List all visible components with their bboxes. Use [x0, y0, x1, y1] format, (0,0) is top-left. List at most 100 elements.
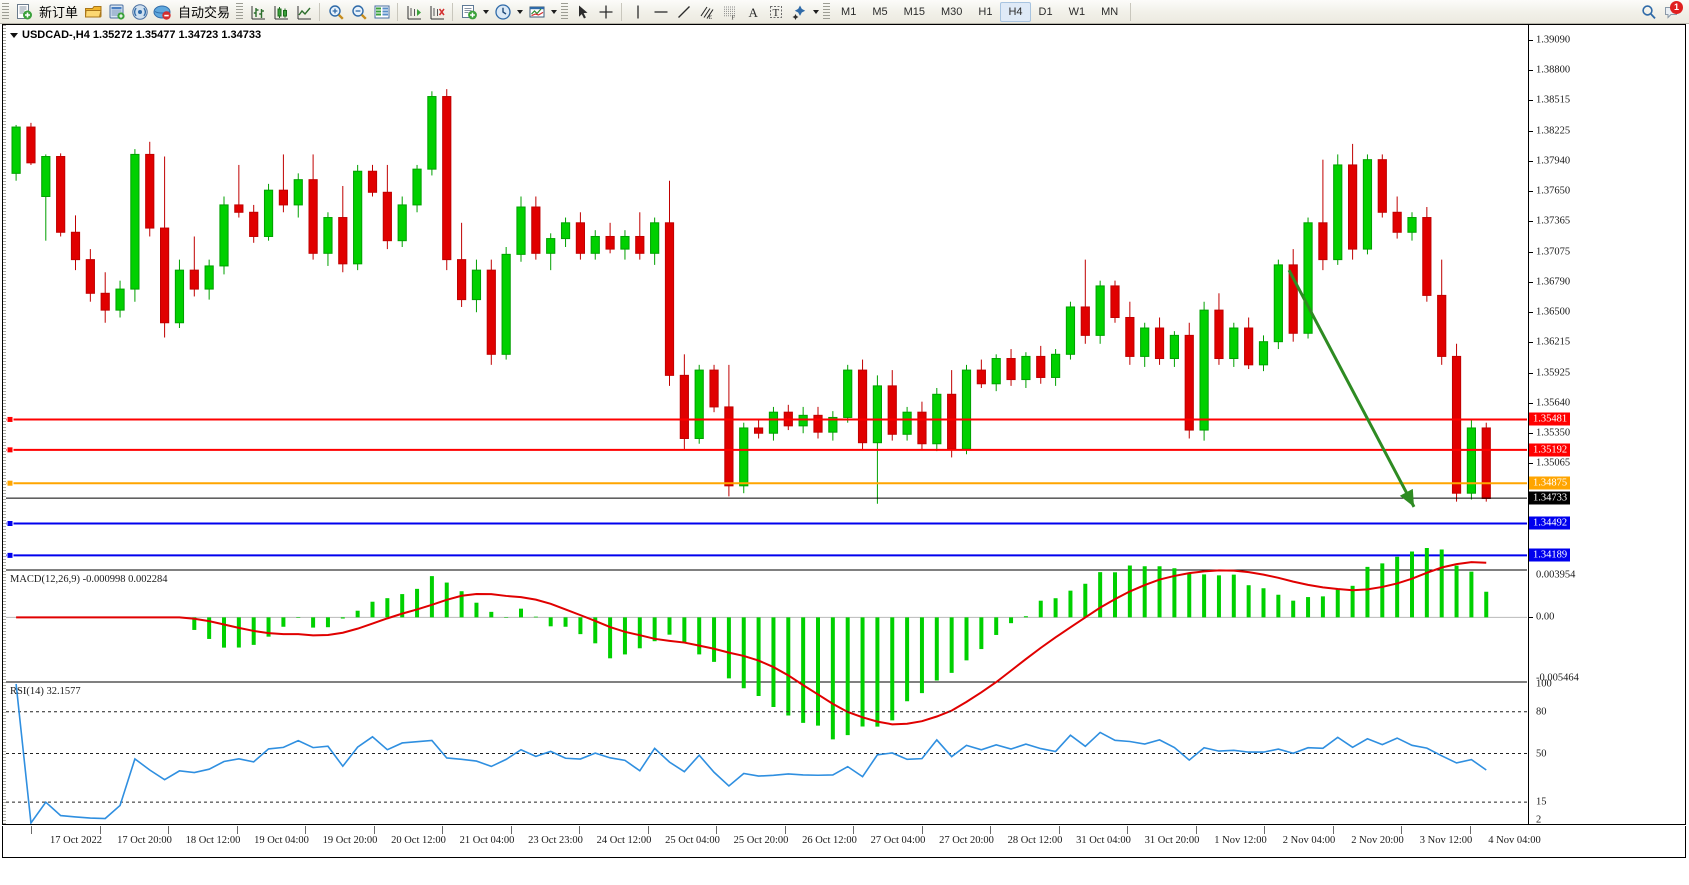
arrows-icon[interactable] [787, 1, 810, 23]
candle-body [471, 269, 482, 301]
market-icon[interactable] [151, 1, 174, 23]
candle-body [1199, 309, 1209, 431]
rsi-axis-label: 15 [1536, 796, 1547, 808]
toolbar-grip-3[interactable] [561, 2, 569, 21]
vertical-line-icon[interactable] [626, 1, 649, 23]
zoom-in-icon[interactable] [324, 1, 347, 23]
price-label-1.34875[interactable]: 1.34875 [1529, 476, 1571, 490]
equidistant-channel-icon[interactable]: E [695, 1, 718, 23]
new-order-icon[interactable] [12, 1, 35, 23]
trend-arrow-head[interactable] [1399, 488, 1414, 507]
timeframe-m1[interactable]: M1 [841, 5, 857, 18]
terminal-icon[interactable] [105, 1, 128, 23]
candlestick-chart-icon[interactable] [269, 1, 292, 23]
candle-body [427, 96, 437, 170]
timeframe-m30[interactable]: M30 [941, 5, 963, 18]
text-label-icon[interactable]: A [741, 1, 764, 23]
candle-body [947, 393, 957, 450]
trend-arrow-shaft[interactable] [1287, 269, 1416, 508]
toolbar-grip-4[interactable] [823, 2, 831, 21]
chart-shift-icon[interactable] [402, 1, 425, 23]
zoom-out-icon[interactable] [347, 1, 370, 23]
candle-body [41, 156, 51, 197]
auto-scroll-icon[interactable] [425, 1, 448, 23]
horizontal-line-icon[interactable] [649, 1, 672, 23]
timeframe-m5[interactable]: M5 [872, 5, 888, 18]
period-dropdown-icon[interactable] [514, 1, 525, 23]
time-tick-label: 2 Nov 04:00 [1282, 835, 1336, 846]
auto-trading-label[interactable]: 自动交易 [178, 6, 231, 21]
price-label-1.35192[interactable]: 1.35192 [1529, 443, 1571, 457]
chart-collapse-icon[interactable] [10, 32, 18, 38]
candle-body [1333, 164, 1343, 261]
timeframe-h4[interactable]: H4 [1000, 1, 1031, 22]
price-label-1.34492[interactable]: 1.34492 [1529, 516, 1571, 530]
templates-dropdown-icon[interactable] [548, 1, 559, 23]
price-tick [1529, 281, 1533, 283]
price-line-anchor[interactable] [6, 415, 14, 423]
toolbar-grip-1[interactable] [2, 2, 9, 21]
time-tick-label: 20 Oct 12:00 [391, 835, 446, 846]
price-tick [1529, 251, 1533, 253]
candle-body [546, 238, 556, 254]
candle-body [902, 411, 912, 435]
candle-body [590, 235, 600, 254]
fibonacci-icon[interactable]: F [718, 1, 741, 23]
candle-body [412, 168, 422, 206]
price-line-anchor[interactable] [6, 446, 14, 454]
timeframe-d1[interactable]: D1 [1038, 5, 1053, 18]
timeframe-mn[interactable]: MN [1101, 5, 1119, 18]
timeframe-h1[interactable]: H1 [978, 5, 993, 18]
data-window-icon[interactable] [370, 1, 393, 23]
bar-chart-icon[interactable] [246, 1, 269, 23]
toolbar-grip-2[interactable] [236, 2, 244, 21]
status-bar [0, 860, 1689, 885]
chart-left-grip[interactable] [3, 25, 6, 824]
price-tick [1529, 463, 1533, 465]
price-tick-label: 1.38800 [1536, 64, 1571, 76]
folder-icon[interactable] [82, 1, 105, 23]
price-label-1.34189[interactable]: 1.34189 [1529, 548, 1571, 562]
notifications-icon[interactable]: 1 [1660, 0, 1683, 23]
candle-body [1348, 164, 1358, 250]
svg-text:T: T [772, 7, 779, 19]
macd-label: MACD(12,26,9) -0.000998 0.002284 [10, 574, 168, 585]
time-axis[interactable]: 17 Oct 2022 17 Oct 20:00 18 Oct 12:00 19 Oc… [2, 826, 1686, 858]
search-icon[interactable] [1637, 1, 1660, 23]
time-tick [442, 826, 443, 834]
period-clock-icon[interactable] [491, 1, 514, 23]
templates-icon[interactable] [525, 1, 548, 23]
new-order-label[interactable]: 新订单 [39, 6, 79, 21]
price-line-anchor[interactable] [6, 519, 14, 527]
trendline-icon[interactable] [672, 1, 695, 23]
time-tick-label: 21 Oct 04:00 [459, 835, 515, 846]
candle-body [1273, 264, 1283, 343]
candle-body [160, 227, 170, 324]
time-tick-label: 25 Oct 20:00 [733, 835, 789, 846]
candle-body [872, 385, 882, 444]
price-tick [1529, 100, 1533, 102]
candle-body [754, 427, 764, 434]
price-axis[interactable]: 1.39090 1.38800 1.38515 1.38225 1.37940 1.376… [1528, 25, 1685, 824]
cursor-icon[interactable] [571, 1, 594, 23]
toolbar-separator-4 [621, 2, 623, 21]
price-line-anchor[interactable] [6, 551, 14, 559]
line-chart-icon[interactable] [292, 1, 315, 23]
timeframe-m15[interactable]: M15 [903, 5, 925, 18]
candle-body [1422, 217, 1432, 296]
arrows-dropdown-icon[interactable] [810, 1, 821, 23]
signals-icon[interactable] [128, 1, 151, 23]
candle-body [1466, 427, 1477, 494]
page-title: USDCAD-,H4 1.35272 1.35477 1.34723 1.347… [22, 29, 262, 41]
timeframe-w1[interactable]: W1 [1068, 5, 1086, 18]
price-tick [1529, 342, 1533, 344]
crosshair-icon[interactable] [594, 1, 617, 23]
price-label-1.35481[interactable]: 1.35481 [1529, 412, 1571, 426]
price-line-anchor[interactable] [6, 479, 14, 487]
text-box-icon[interactable]: T [764, 1, 787, 23]
price-plot[interactable]: MACD(12,26,9) -0.000998 0.002284 RSI(14) … [6, 25, 1527, 824]
price-label-1.34733[interactable]: 1.34733 [1529, 491, 1571, 505]
time-tick [1058, 826, 1060, 834]
add-indicator-dropdown-icon[interactable] [480, 1, 491, 23]
add-indicator-icon[interactable] [457, 1, 480, 23]
